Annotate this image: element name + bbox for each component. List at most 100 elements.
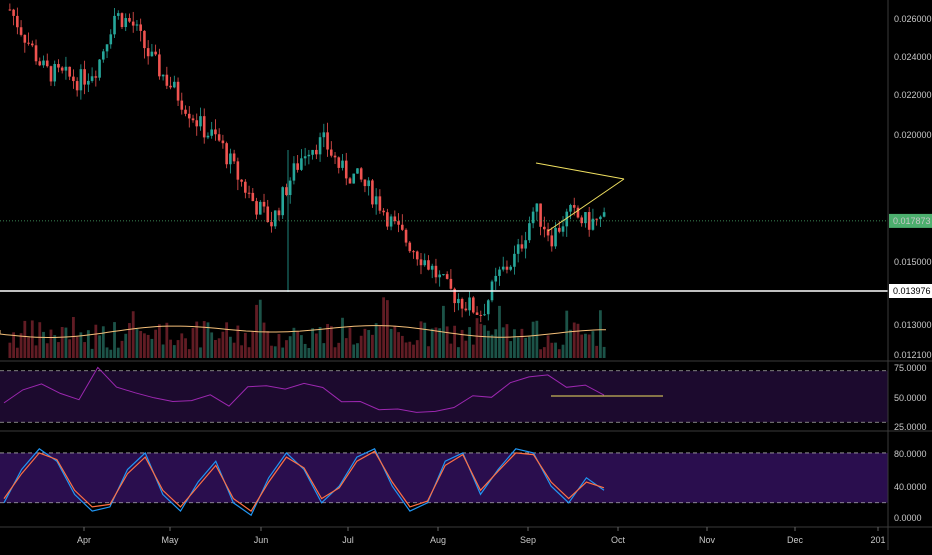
candle-body	[315, 149, 318, 155]
candle-body	[367, 180, 370, 187]
candle-body	[244, 181, 247, 193]
volume-bar	[53, 335, 57, 358]
candle-body	[520, 244, 524, 249]
volume-bar	[569, 329, 572, 358]
volume-bar	[490, 334, 494, 358]
volume-bar	[210, 332, 214, 358]
volume-bar	[438, 328, 442, 358]
volume-bar	[434, 327, 438, 358]
volume-bar	[479, 323, 483, 358]
candle-body	[113, 15, 116, 35]
volume-bar	[68, 339, 72, 358]
volume-bar	[546, 335, 550, 358]
stoch-tick-label: 80.0000	[894, 449, 927, 459]
candle-body	[602, 212, 606, 217]
volume-bar	[247, 347, 251, 358]
candle-body	[352, 173, 356, 184]
volume-bar	[584, 333, 587, 358]
candle-body	[169, 85, 172, 88]
candle-body	[528, 223, 531, 241]
volume-bar	[154, 329, 158, 358]
candle-body	[486, 300, 490, 315]
volume-bar	[251, 331, 255, 358]
candle-body	[363, 179, 367, 187]
volume-bar	[412, 344, 415, 358]
candle-body	[427, 260, 430, 270]
candle-body	[318, 137, 322, 155]
candle-body	[457, 298, 460, 304]
volume-bar	[131, 311, 135, 358]
candle-body	[16, 15, 19, 28]
volume-bar	[598, 310, 602, 358]
volume-bar	[389, 328, 393, 358]
volume-bar	[157, 324, 161, 358]
candle-body	[83, 69, 86, 85]
volume-bar	[430, 328, 434, 358]
candle-body	[154, 51, 157, 55]
volume-bar	[281, 347, 285, 358]
candle-body	[240, 179, 243, 182]
volume-bar	[296, 331, 300, 358]
candle-body	[479, 314, 483, 316]
volume-bar	[385, 300, 389, 358]
candle-body	[445, 274, 449, 279]
volume-bar	[165, 322, 169, 358]
volume-bar	[120, 340, 124, 358]
volume-bar	[27, 337, 30, 358]
volume-bar	[322, 343, 326, 358]
volume-bar	[135, 328, 139, 358]
volume-bar	[468, 327, 471, 358]
volume-bar	[94, 324, 98, 358]
volume-bar	[180, 333, 184, 358]
candle-body	[348, 178, 352, 184]
candle-body	[412, 251, 415, 253]
candle-body	[591, 218, 595, 230]
volume-bar	[292, 327, 296, 358]
volume-bar	[580, 334, 584, 358]
candle-body	[64, 66, 68, 71]
volume-bar	[128, 323, 131, 358]
volume-bar	[299, 335, 303, 358]
indicator-bands	[0, 370, 888, 504]
candle-body	[404, 229, 408, 243]
candle-body	[34, 45, 38, 62]
candle-body	[453, 288, 456, 304]
candle-body	[273, 210, 277, 227]
month-label: Jul	[342, 535, 354, 545]
candle-body	[505, 266, 509, 270]
volume-bar	[449, 343, 453, 358]
volume-bar	[113, 322, 116, 358]
price-tick-label: 0.026000	[894, 14, 932, 24]
volume-bar	[505, 324, 509, 358]
volume-bar	[57, 342, 60, 358]
volume-bar	[49, 329, 53, 358]
candle-body	[337, 157, 341, 168]
candle-body	[371, 180, 374, 205]
candle-body	[158, 54, 161, 77]
volume-bar	[187, 349, 191, 358]
candle-body	[277, 210, 281, 216]
candle-body	[401, 224, 404, 230]
volume-bar	[516, 337, 520, 358]
volume-bar	[419, 321, 423, 358]
candle-body	[42, 60, 45, 66]
candle-body	[72, 76, 75, 82]
month-label: 201	[870, 535, 885, 545]
candle-body	[23, 34, 27, 43]
volume-bar	[367, 330, 371, 358]
candle-body	[442, 274, 445, 276]
volume-bar	[498, 305, 501, 358]
candle-body	[262, 201, 266, 207]
support-price-badge	[889, 284, 932, 298]
candle-body	[557, 227, 561, 232]
candle-body	[75, 81, 79, 91]
candle-body	[229, 153, 232, 165]
volume-bar	[124, 333, 128, 358]
volume-bar	[393, 325, 397, 358]
candle-body	[419, 259, 423, 266]
volume-bar	[34, 345, 38, 358]
candle-body	[98, 59, 101, 78]
volume-bar	[240, 345, 243, 358]
candle-body	[176, 81, 180, 101]
